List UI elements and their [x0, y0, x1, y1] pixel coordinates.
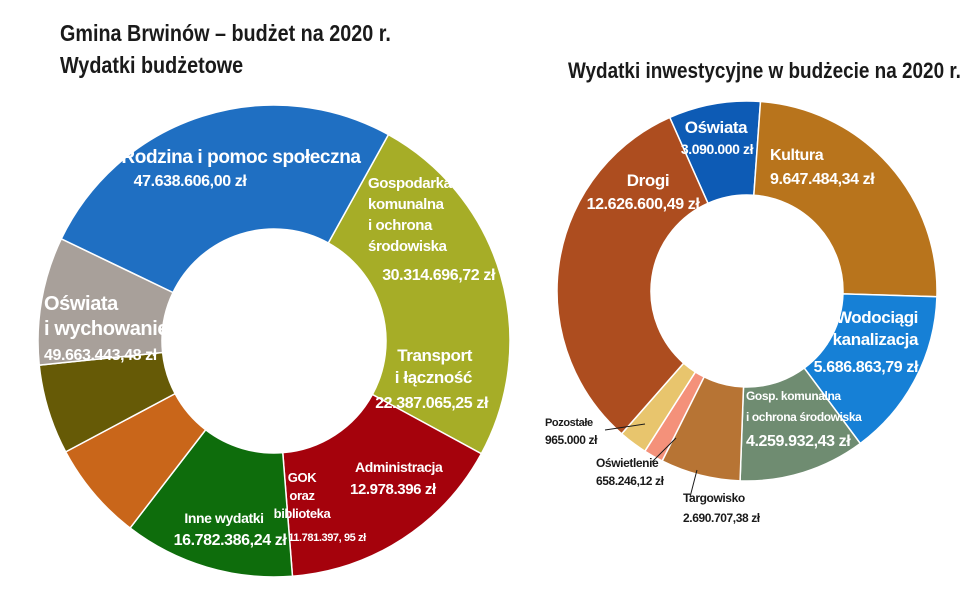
slice-oswiata-i-wychowanie — [60, 104, 390, 294]
slice-kultura — [753, 100, 938, 298]
donut-chart-1: Rodzina i pomoc społeczna 47.638.606,00 z… — [37, 104, 511, 578]
investment-title: Wydatki inwestycyjne w budżecie na 2020 … — [568, 58, 960, 83]
main-title: Gmina Brwinów – budżet na 2020 r. — [60, 20, 391, 46]
slice-value-administracja: 12.978.396 zł — [350, 481, 437, 498]
leader-line — [651, 437, 677, 463]
slice-label-oswietlenie: Oświetlenie — [596, 456, 659, 470]
slice-label-wodociagi-i-kanalizacja: Wodociągi i kanalizacja — [824, 308, 919, 349]
slice-value-gok-oraz-biblioteka: 11.781.397, 95 zł — [288, 532, 366, 544]
slice-label-drogi: Drogi — [627, 171, 669, 190]
slice-label-rodzina-i-pomoc-spoleczna: Rodzina i pomoc społeczna — [121, 147, 361, 168]
leader-line — [604, 423, 646, 431]
slice-value-rodzina-i-pomoc-spoleczna: 47.638.606,00 zł — [134, 173, 248, 190]
slice-value-gospodarka-komunalna-i-ochrona-srodowiska: 30.314.696,72 zł — [382, 267, 496, 284]
slice-label-inne-wydatki: Inne wydatki — [184, 510, 263, 526]
main-subtitle: Wydatki budżetowe — [60, 52, 244, 78]
slice-label-kultura: Kultura — [770, 147, 824, 164]
slice-rodzina-i-pomoc-spoleczna — [327, 133, 511, 455]
slice-value-wodociagi-i-kanalizacja: 5.686.863,79 zł — [814, 359, 919, 376]
slice-value-kultura: 9.647.484,34 zł — [770, 171, 875, 188]
slice-label-targowisko: Targowisko — [683, 491, 745, 505]
slice-value-gosp-komunalna-i-ochrona-srodowiska: 4.259.932,43 zł — [746, 433, 851, 450]
slice-label-transport-i-lacznosc: Transport i łączność — [395, 346, 473, 387]
slice-value-targowisko: 2.690.707,38 zł — [683, 511, 761, 525]
slice-value-transport-i-lacznosc: 22.387.065,25 zł — [375, 395, 489, 412]
slice-gospodarka-komunalna-i-ochrona-srodowiska — [281, 393, 483, 578]
slice-label-administracja: Administracja — [355, 459, 443, 475]
slice-label-pozostale: Pozostałe — [545, 417, 593, 429]
leader-line — [689, 469, 698, 498]
slice-label-gospodarka-komunalna-i-ochrona-srodowiska: Gospodarka komunalna i ochrona środowiska — [368, 175, 453, 255]
slice-label-gok-oraz-biblioteka: GOK oraz biblioteka — [274, 470, 332, 521]
slice-value-oswiata: 3.090.000 zł — [681, 141, 754, 157]
donut-chart-2: Oświata 3.090.000 zł Kultura 9.647.484,34 z… — [545, 100, 938, 525]
slice-label-gosp-komunalna-i-ochrona-srodowiska: Gosp. komunalna i ochrona środowiska — [746, 389, 862, 424]
slice-value-inne-wydatki: 16.782.386,24 zł — [174, 532, 288, 549]
slice-label-oswiata: Oświata — [685, 118, 748, 137]
slice-value-oswiata-i-wychowanie: 49.663.443,48 zł — [44, 347, 158, 364]
slice-value-drogi: 12.626.600,49 zł — [587, 196, 701, 213]
slice-label-oswiata-i-wychowanie: Oświata i wychowanie — [44, 293, 168, 340]
slice-drogi — [556, 116, 709, 435]
slice-value-pozostale: 965.000 zł — [545, 433, 598, 447]
slice-value-oswietlenie: 658.246,12 zł — [596, 474, 665, 488]
